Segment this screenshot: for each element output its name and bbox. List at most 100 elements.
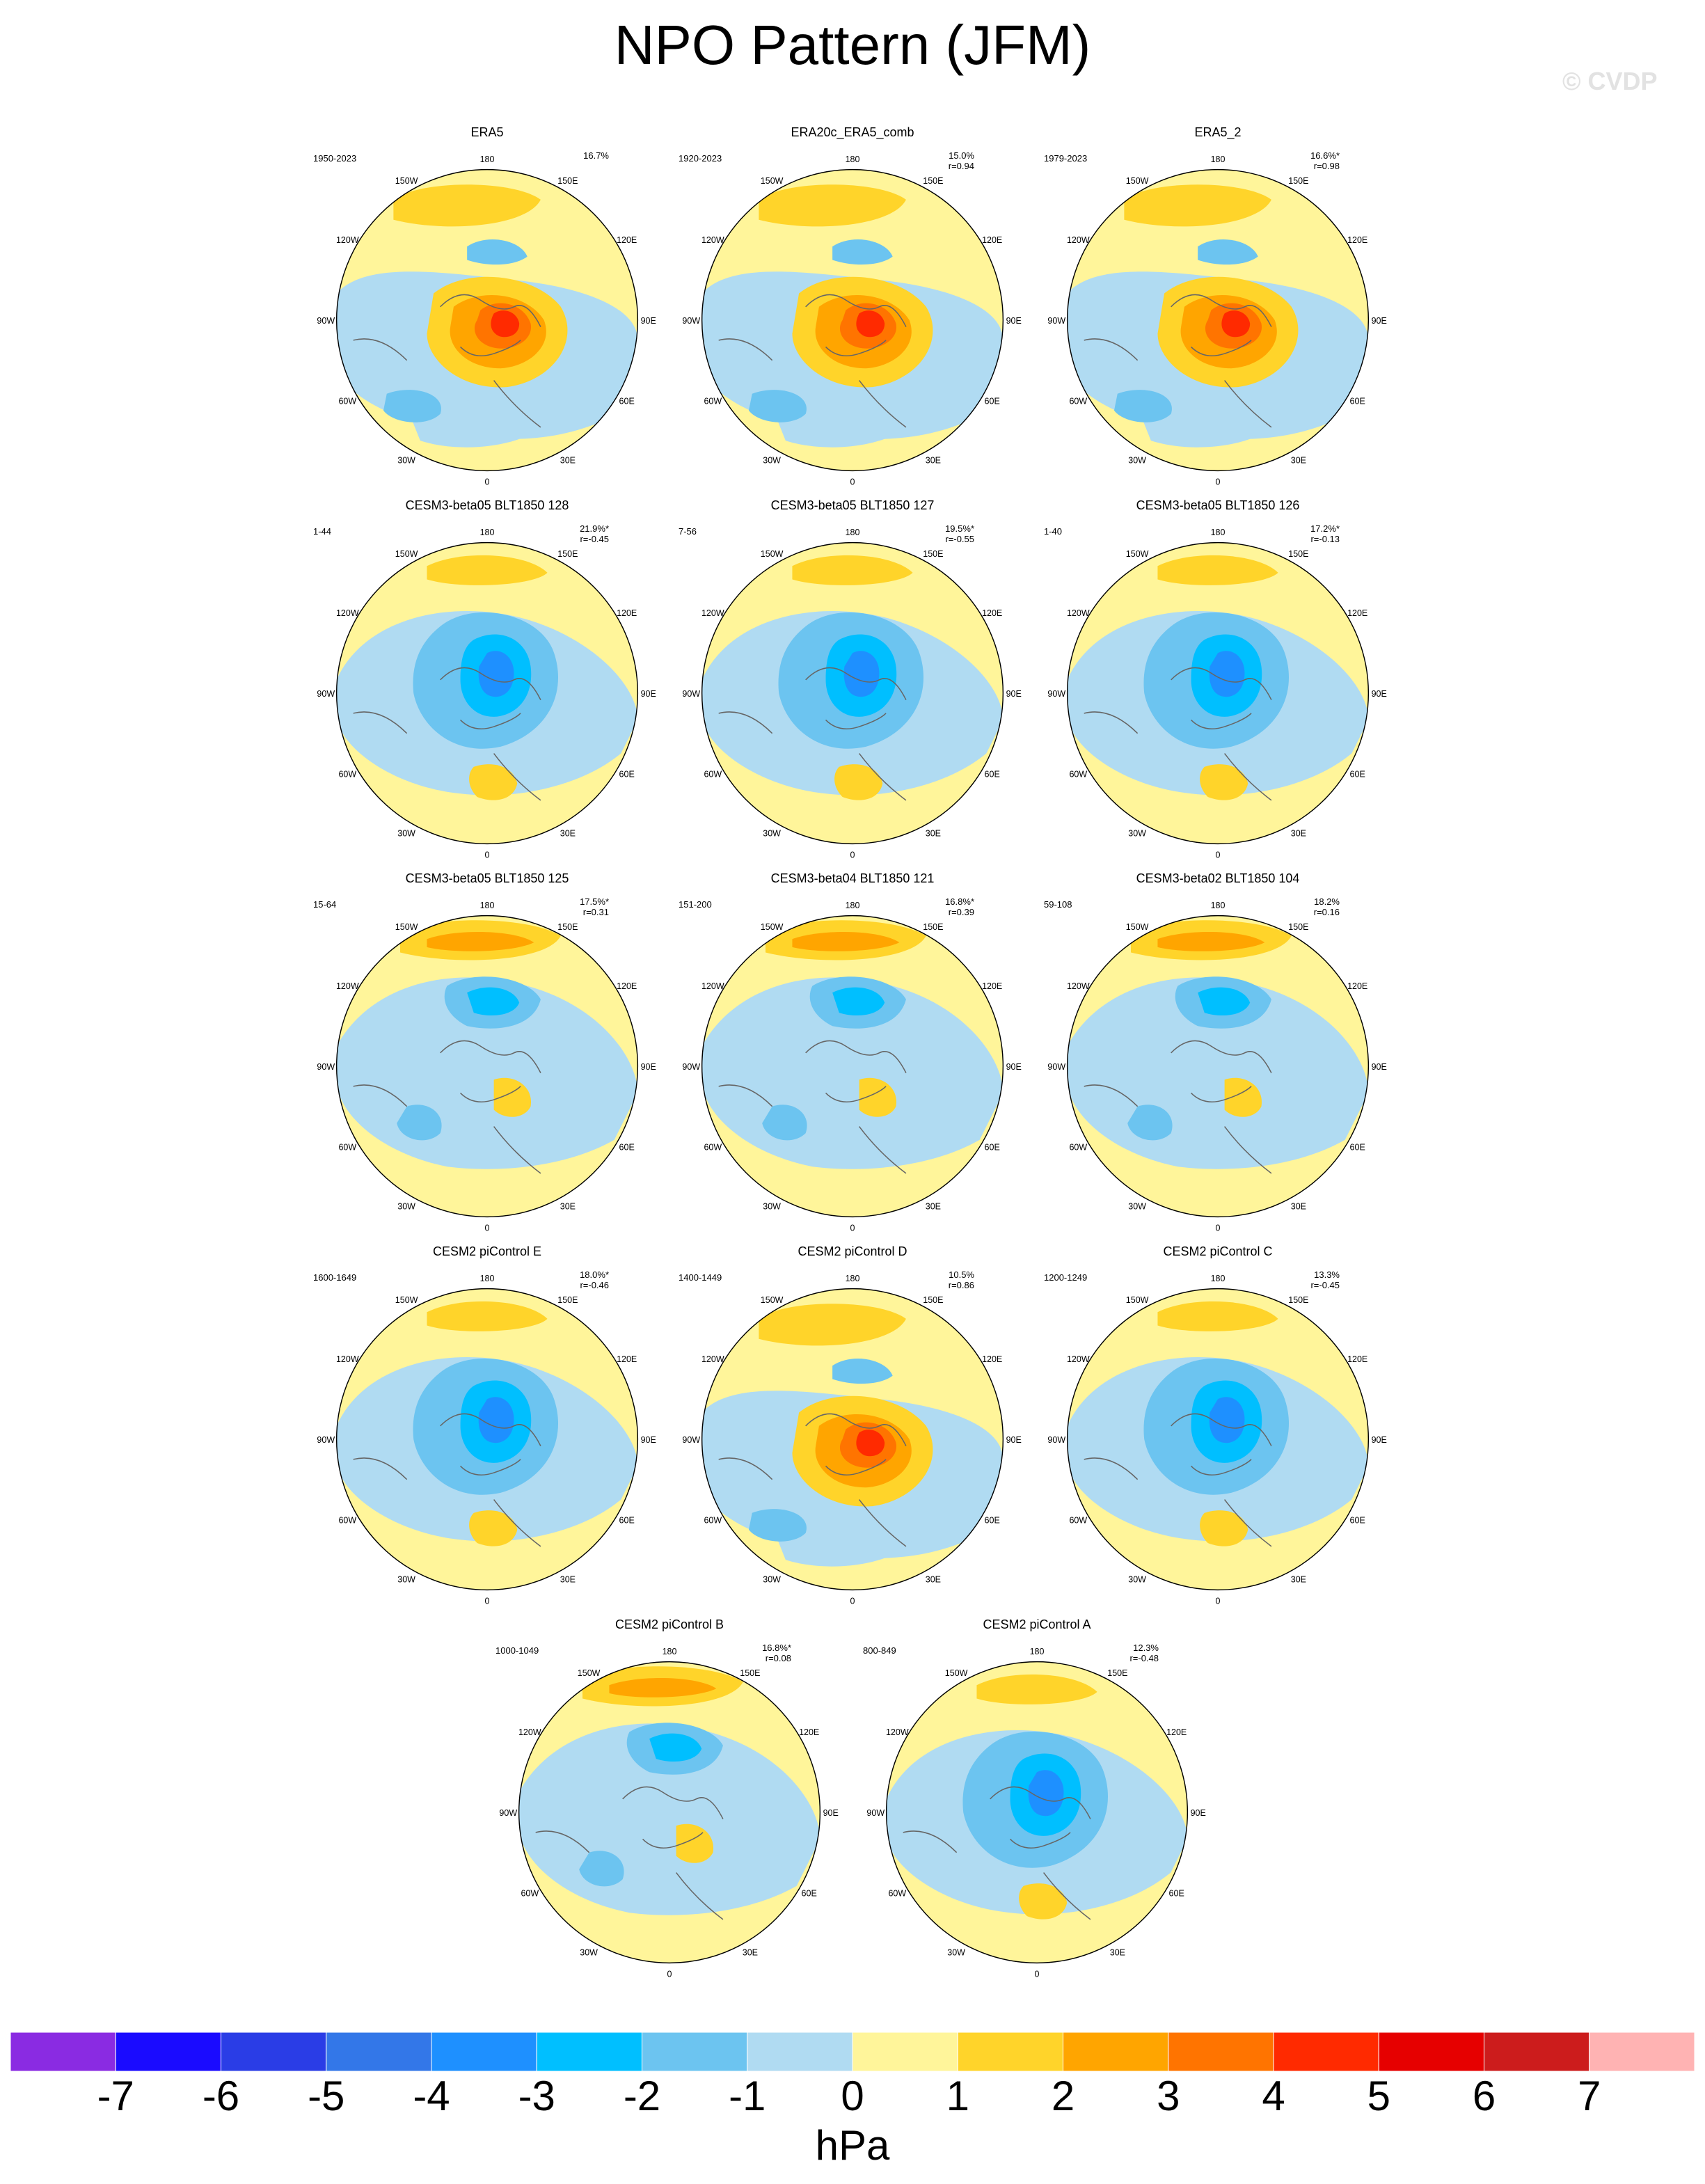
longitude-label: 150W [578, 1668, 601, 1678]
longitude-label: 150E [923, 1295, 943, 1305]
contour-fill [792, 932, 900, 951]
colorbar-tick-label: -2 [623, 2073, 661, 2119]
longitude-label: 60E [1350, 397, 1365, 406]
map-panel: CESM3-beta05 BLT1850 127 7-56 19.5%* r=-0.… [679, 498, 1026, 860]
coastlines [353, 667, 541, 801]
longitude-label: 150E [1288, 549, 1308, 559]
contour-fill [1157, 932, 1265, 951]
longitude-label: 120W [1067, 235, 1090, 245]
longitude-label: 60E [985, 1143, 1000, 1153]
contour-fill [976, 1674, 1097, 1704]
map-panel: CESM3-beta05 BLT1850 128 1-44 21.9%* r=-0.… [313, 498, 661, 860]
longitude-label: 180 [1030, 1647, 1045, 1656]
contour-fill [383, 390, 441, 422]
contour-fill [772, 399, 913, 448]
longitude-label: 90W [682, 1062, 700, 1072]
longitude-label: 30W [1128, 455, 1146, 465]
coastlines [353, 1040, 541, 1174]
longitude-label: 150E [1288, 922, 1308, 932]
longitude-label: 120W [336, 235, 359, 245]
contour-fill [759, 184, 906, 227]
longitude-label: 0 [1035, 1970, 1040, 1979]
coastlines [718, 667, 907, 801]
panel-years: 7-56 [679, 526, 697, 537]
colorbar-swatch [536, 2032, 642, 2071]
contour-fill [1224, 1077, 1262, 1117]
contour-fill [1157, 1301, 1278, 1331]
longitude-label: 180 [480, 155, 495, 164]
longitude-label: 150W [395, 922, 418, 932]
panel-title: CESM3-beta02 BLT1850 104 [1136, 871, 1300, 885]
longitude-label: 90W [866, 1808, 885, 1818]
panel-title: CESM2 piControl E [432, 1244, 542, 1258]
colorbar-tick-label: -4 [413, 2073, 450, 2119]
colorbar-tick-label: 5 [1367, 2073, 1390, 2119]
colorbar-tick-label: -6 [202, 2073, 240, 2119]
contour-fill [1209, 1397, 1245, 1443]
longitude-label: 30E [560, 1201, 576, 1211]
longitude-label: 60E [985, 770, 1000, 780]
longitude-label: 60W [1069, 770, 1087, 780]
longitude-label: 150E [923, 549, 943, 559]
map-boundary [1066, 168, 1370, 472]
longitude-label: 120E [617, 235, 637, 245]
panel-years: 1-40 [1044, 526, 1063, 537]
contour-fill [1113, 390, 1172, 422]
longitude-label: 90W [499, 1808, 517, 1818]
longitude-label: 90W [682, 1435, 700, 1445]
longitude-label: 30E [560, 455, 576, 465]
panel-title: CESM3-beta05 BLT1850 127 [770, 498, 935, 512]
panel-title: CESM2 piControl A [983, 1617, 1091, 1631]
longitude-label: 150E [557, 922, 578, 932]
map-panel: CESM3-beta05 BLT1850 125 15-64 17.5%* r=0.… [313, 871, 661, 1233]
map-boundary [1066, 541, 1370, 845]
map-boundary [335, 1288, 639, 1591]
contour-fill [467, 987, 520, 1016]
longitude-label: 60W [1069, 1143, 1087, 1153]
contour-fill [832, 987, 885, 1016]
contour-fill [759, 1304, 906, 1346]
longitude-label: 30W [763, 828, 781, 838]
polar-map: 180 150E 120E 90E 60E 30E 0 30W 60W 90W 120W 150W [682, 528, 1021, 860]
longitude-label: 180 [480, 901, 495, 910]
longitude-label: 0 [485, 1597, 490, 1606]
map-panel: ERA5 1950-2023 16.7% 180 150E 120E 90E 60E 30E 0 3… [313, 125, 661, 487]
coastlines [1084, 667, 1272, 801]
longitude-label: 60W [521, 1889, 539, 1899]
longitude-label: 60E [1169, 1889, 1184, 1899]
longitude-label: 120E [617, 981, 637, 991]
longitude-label: 150E [923, 176, 943, 186]
longitude-label: 60W [338, 1143, 356, 1153]
longitude-label: 120W [336, 608, 359, 618]
longitude-label: 180 [846, 528, 860, 537]
contour-fill [1200, 1510, 1248, 1546]
panel-stats: 21.9%* r=-0.45 [580, 523, 609, 544]
colorbar-swatch [1378, 2032, 1484, 2071]
panel-stats: 19.5%* r=-0.55 [945, 523, 974, 544]
longitude-label: 90W [317, 689, 335, 699]
longitude-label: 60W [338, 1516, 356, 1526]
panel-title: CESM3-beta05 BLT1850 126 [1136, 498, 1300, 512]
coastlines [1084, 1040, 1272, 1174]
map-panel: CESM3-beta04 BLT1850 121 151-200 16.8%* r=… [679, 871, 1026, 1233]
contour-fill [393, 184, 541, 227]
panel-years: 151-200 [679, 899, 712, 910]
contour-fill [1124, 184, 1271, 227]
longitude-label: 30E [560, 1574, 576, 1584]
coastlines [1084, 1413, 1272, 1547]
polar-map: 180 150E 120E 90E 60E 30E 0 30W 60W 90W 120W 150W [317, 155, 656, 486]
contour-fill [469, 764, 518, 800]
longitude-label: 90E [1372, 1435, 1387, 1445]
longitude-label: 120W [1067, 1354, 1090, 1364]
cvdp-watermark: © CVDP [1562, 67, 1658, 95]
longitude-label: 60W [338, 397, 356, 406]
colorbar-swatch [221, 2032, 327, 2071]
colorbar-tick-label: 2 [1051, 2073, 1075, 2119]
longitude-label: 30W [397, 455, 415, 465]
longitude-label: 90W [1047, 316, 1065, 326]
longitude-label: 30E [1291, 828, 1306, 838]
longitude-label: 90E [1006, 1062, 1022, 1072]
panel-stats: 16.6%* r=0.98 [1310, 150, 1340, 171]
longitude-label: 120E [982, 235, 1002, 245]
panel-years: 1200-1249 [1044, 1272, 1088, 1283]
